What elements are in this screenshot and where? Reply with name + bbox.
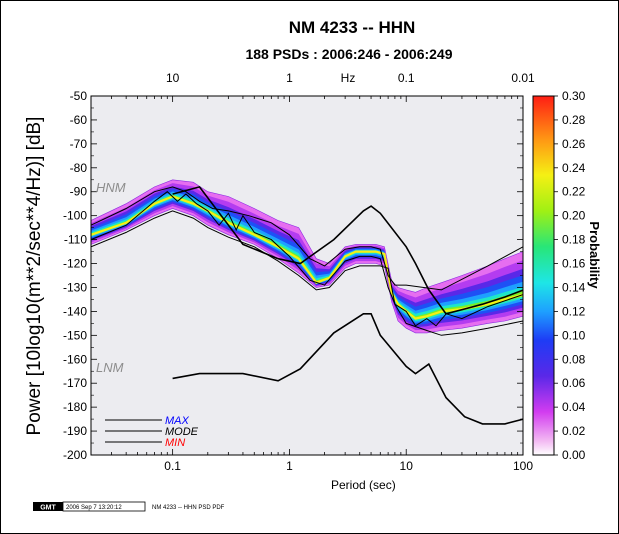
colorbar-tick-label: 0.04 bbox=[562, 400, 586, 414]
chart-subtitle: 188 PSDs : 2006:246 - 2006:249 bbox=[245, 46, 452, 62]
hnm-label: HNM bbox=[96, 180, 126, 195]
y-axis-label: Power [10log10(m**2/sec**4/Hz)] [dB] bbox=[24, 117, 45, 436]
colorbar-tick-label: 0.16 bbox=[562, 257, 586, 271]
colorbar-tick-label: 0.14 bbox=[562, 280, 586, 294]
footer-timestamp: 2006 Sep 7 13:20:12 bbox=[66, 505, 122, 511]
lnm-curve bbox=[172, 312, 523, 425]
gmt-logo bbox=[33, 502, 63, 511]
colorbar-tick-label: 0.20 bbox=[562, 209, 586, 223]
colorbar-tick-label: 0.08 bbox=[562, 352, 586, 366]
top-tick-label: 10 bbox=[166, 71, 180, 85]
colorbar-tick-label: 0.28 bbox=[562, 113, 586, 127]
gmt-logo-text: GMT bbox=[40, 505, 56, 512]
y-tick-label: -80 bbox=[70, 161, 88, 175]
colorbar-tick-label: 0.24 bbox=[562, 161, 586, 175]
legend-label-max: MAX bbox=[165, 415, 190, 427]
colorbar-tick-label: 0.02 bbox=[562, 424, 586, 438]
top-axis: 10 1 0.1 0.01 bbox=[166, 71, 535, 85]
chart-title: NM 4233 -- HHN bbox=[289, 18, 416, 37]
x-axis: 0.1 1 10 100 bbox=[111, 96, 533, 473]
y-tick-label: -90 bbox=[70, 185, 88, 199]
x-tick-label: 100 bbox=[513, 459, 533, 473]
footer-caption: NM 4233 -- HHN PSD PDF bbox=[152, 505, 225, 511]
colorbar-tick-label: 0.18 bbox=[562, 233, 586, 247]
colorbar-tick-label: 0.10 bbox=[562, 328, 586, 342]
max-curve bbox=[91, 186, 523, 291]
y-axis: -50 -60 -70 -80 -90 -100 -110 -120 -130 -140 -150 -… bbox=[63, 89, 523, 462]
colorbar-tick-label: 0.00 bbox=[562, 448, 586, 462]
y-tick-label: -120 bbox=[63, 257, 87, 271]
x-axis-label: Period (sec) bbox=[331, 478, 396, 492]
y-tick-label: -160 bbox=[63, 352, 87, 366]
y-tick-label: -180 bbox=[63, 400, 87, 414]
y-tick-label: -200 bbox=[63, 448, 87, 462]
mode-curve bbox=[91, 191, 523, 327]
colorbar-tick-label: 0.22 bbox=[562, 185, 586, 199]
colorbar-tick-label: 0.06 bbox=[562, 376, 586, 390]
colorbar-label: Probability bbox=[587, 221, 602, 289]
y-tick-label: -110 bbox=[64, 233, 87, 247]
y-tick-label: -50 bbox=[70, 89, 88, 103]
top-tick-label: 0.1 bbox=[398, 71, 415, 85]
x-tick-label: 10 bbox=[400, 459, 414, 473]
colorbar-tick-label: 0.30 bbox=[562, 89, 586, 103]
colorbar bbox=[532, 95, 555, 456]
lnm-label: LNM bbox=[96, 360, 124, 375]
y-tick-label: -60 bbox=[70, 113, 88, 127]
min-curve bbox=[91, 210, 523, 336]
legend-label-mode: MODE bbox=[165, 426, 199, 438]
top-tick-label: 0.01 bbox=[511, 71, 535, 85]
density-layer-5 bbox=[91, 193, 523, 322]
density-peak-ridge bbox=[91, 195, 523, 320]
density-layer-2 bbox=[91, 186, 523, 328]
top-tick-label: 1 bbox=[286, 71, 293, 85]
y-tick-label: -170 bbox=[63, 376, 87, 390]
y-tick-label: -130 bbox=[63, 280, 87, 294]
y-tick-label: -140 bbox=[63, 304, 87, 318]
y-tick-label: -190 bbox=[63, 424, 87, 438]
colorbar-tick-label: 0.12 bbox=[562, 304, 586, 318]
colorbar-tick-label: 0.26 bbox=[562, 137, 586, 151]
timestamp-box bbox=[62, 501, 146, 512]
top-axis-label: Hz bbox=[341, 71, 356, 85]
legend-label-min: MIN bbox=[165, 437, 185, 449]
colorbar-ticks: 0.00 0.02 0.04 0.06 0.08 0.10 0.12 0.14 0.16 0.18… bbox=[554, 89, 586, 462]
statistic-curves bbox=[91, 186, 523, 336]
x-tick-label: 0.1 bbox=[164, 459, 181, 473]
x-tick-label: 1 bbox=[286, 459, 293, 473]
y-tick-label: -70 bbox=[70, 137, 88, 151]
y-tick-label: -100 bbox=[63, 209, 87, 223]
y-tick-label: -150 bbox=[63, 328, 87, 342]
footer: GMT 2006 Sep 7 13:20:12 NM 4233 -- HHN P… bbox=[33, 501, 225, 512]
